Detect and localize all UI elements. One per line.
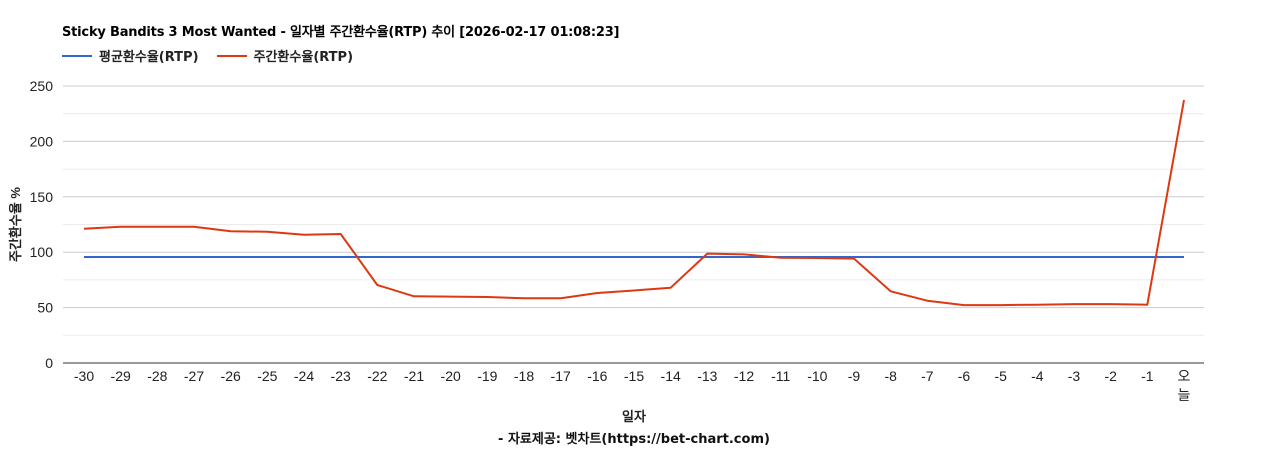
legend-swatch-red-icon: [216, 54, 247, 57]
x-tick-label: -18: [514, 368, 534, 384]
x-tick-label: -8: [884, 368, 897, 384]
chart-title: Sticky Bandits 3 Most Wanted - 일자별 주간환수율…: [62, 25, 620, 40]
x-tick-label: -27: [184, 368, 204, 384]
weekly-rtp-line: [83, 99, 1185, 307]
legend: 평균환수율(RTP) 주간환수율(RTP): [62, 46, 371, 65]
x-tick-label: 늘: [1178, 387, 1191, 403]
x-tick-label: -3: [1068, 368, 1081, 384]
legend-item-weekly[interactable]: 주간환수율(RTP): [216, 46, 354, 65]
x-tick-label: -4: [1031, 368, 1044, 384]
legend-label: 평균환수율(RTP): [99, 50, 199, 65]
y-tick-label: 200: [30, 133, 54, 149]
x-tick-label: -25: [257, 368, 277, 384]
x-tick-label: -6: [958, 368, 971, 384]
x-tick-label: -9: [848, 368, 861, 384]
credit-text: - 자료제공: 벳차트(https://bet-chart.com): [498, 432, 770, 447]
x-tick-label: -21: [404, 368, 424, 384]
y-tick-label: 250: [30, 78, 54, 94]
legend-item-average[interactable]: 평균환수율(RTP): [62, 46, 199, 65]
x-tick-label: -12: [734, 368, 754, 384]
y-tick-label: 100: [30, 244, 54, 260]
x-tick-label: -30: [74, 368, 94, 384]
y-tick-label: 150: [30, 189, 54, 205]
x-tick-label: 오: [1178, 368, 1191, 384]
x-tick-label: -23: [331, 368, 351, 384]
x-tick-label: -28: [147, 368, 167, 384]
legend-swatch-blue-icon: [62, 54, 92, 57]
x-axis-title: 일자: [622, 410, 646, 425]
x-tick-label: -20: [441, 368, 461, 384]
x-tick-label: -17: [551, 368, 571, 384]
x-tick-label: -5: [994, 368, 1007, 384]
x-tick-label: -16: [587, 368, 607, 384]
x-tick-label: -2: [1104, 368, 1117, 384]
x-tick-label: -15: [624, 368, 644, 384]
x-tick-label: -14: [661, 368, 681, 384]
x-tick-label: -11: [771, 368, 790, 384]
legend-label: 주간환수율(RTP): [253, 50, 354, 65]
y-tick-label: 0: [45, 355, 53, 371]
x-tick-label: -7: [921, 368, 934, 384]
x-tick-label: -13: [697, 368, 717, 384]
x-tick-label: -26: [221, 368, 241, 384]
y-tick-label: 50: [37, 300, 53, 316]
x-tick-label: -1: [1141, 368, 1154, 384]
x-tick-label: -19: [477, 368, 497, 384]
x-tick-label: -29: [111, 368, 131, 384]
x-tick-label: -22: [367, 368, 387, 384]
x-tick-label: -24: [294, 368, 314, 384]
y-axis-title: 주간환수율 %: [8, 187, 23, 262]
x-tick-label: -10: [807, 368, 827, 384]
